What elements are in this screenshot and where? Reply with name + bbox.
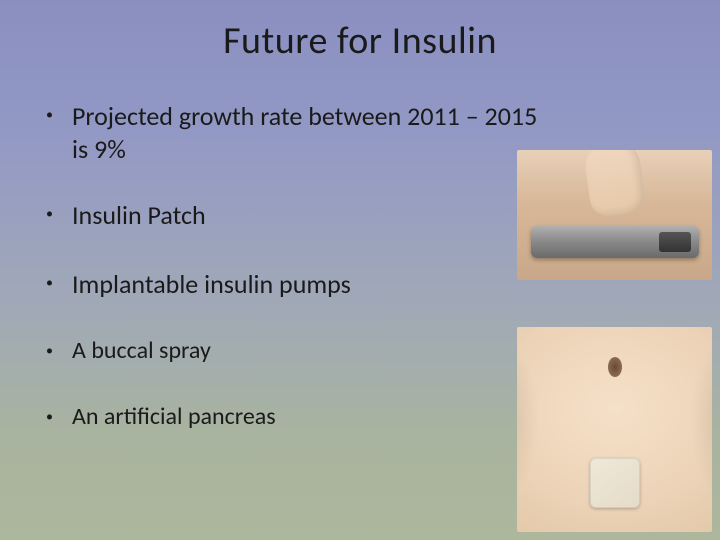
- navel-shape: [608, 357, 622, 377]
- image-insulin-device: [517, 150, 712, 280]
- contour-right: [672, 327, 712, 532]
- slide: Future for Insulin Projected growth rate…: [0, 0, 720, 540]
- bullet-item: Projected growth rate between 2011 – 201…: [30, 100, 550, 165]
- patch-shape: [590, 458, 640, 508]
- finger-shape: [582, 150, 647, 218]
- device-shape: [531, 226, 699, 258]
- image-insulin-patch-abdomen: [517, 327, 712, 532]
- contour-left: [517, 327, 557, 532]
- slide-title: Future for Insulin: [0, 0, 720, 64]
